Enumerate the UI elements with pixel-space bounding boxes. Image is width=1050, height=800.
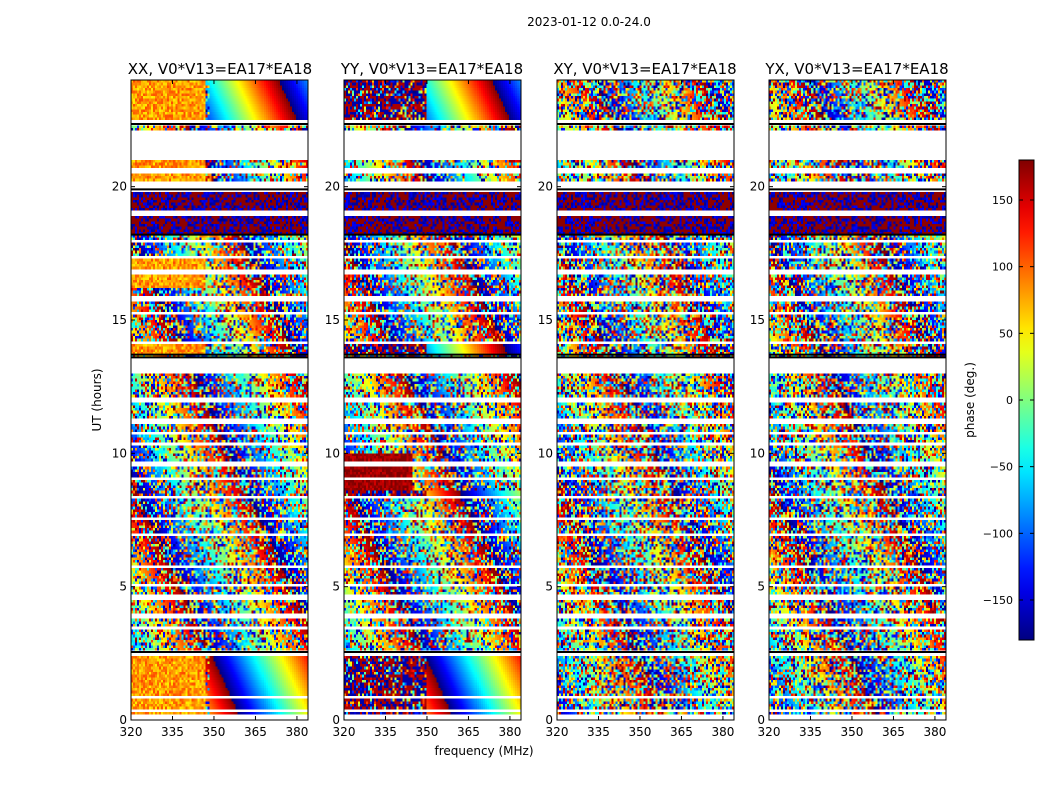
y-tick-label: 0 [119,713,127,727]
x-tick-label: 335 [374,725,397,739]
panel-title-xx: XX, V0*V13=EA17*EA18 [128,60,312,78]
colorbar-tick-label: −50 [990,461,1013,474]
panel-xy: XY, V0*V13=EA17*EA18 320 335 350 365 380 0 5 10… [538,60,737,739]
colorbar-tick-label: 50 [999,327,1013,340]
x-tick-label: 320 [546,725,569,739]
colorbar-tick-label: −150 [983,594,1013,607]
heatmap-yx [769,80,946,720]
y-tick-label: 0 [332,713,340,727]
panel-title-xy: XY, V0*V13=EA17*EA18 [553,60,736,78]
y-tick-label: 0 [757,713,765,727]
x-tick-label: 380 [285,725,308,739]
panel-frame [768,79,947,721]
y-tick-label: 15 [538,313,553,327]
y-tick-label: 15 [112,313,127,327]
colorbar-tick-label: 150 [992,194,1013,207]
panel-title-yy: YY, V0*V13=EA17*EA18 [340,60,523,78]
heatmap-yy [344,80,521,720]
heatmap-xy [557,80,734,720]
y-tick-label: 5 [332,580,340,594]
y-tick-label: 20 [325,180,340,194]
y-tick-label: 10 [112,446,127,460]
colorbar-tick-label: 100 [992,261,1013,274]
x-tick-label: 320 [120,725,143,739]
y-tick-label: 5 [119,580,127,594]
y-tick-label: 20 [112,180,127,194]
panel-yx: YX, V0*V13=EA17*EA18 320 335 350 365 380 0 5 10… [750,60,949,739]
y-tick-label: 10 [538,446,553,460]
y-tick-label: 10 [325,446,340,460]
colorbar: −150 −100 −50 0 50 100 150 [983,159,1035,641]
x-tick-label: 335 [799,725,822,739]
x-tick-label: 365 [457,725,480,739]
y-tick-label: 5 [545,580,553,594]
panel-frame [130,79,309,721]
y-tick-label: 15 [325,313,340,327]
x-axis-label: frequency (MHz) [434,744,533,758]
y-tick-label: 20 [750,180,765,194]
x-tick-label: 320 [758,725,781,739]
panel-xx: XX, V0*V13=EA17*EA18 320 335 350 365 380 0 5 10… [112,60,313,739]
x-tick-label: 380 [498,725,521,739]
x-tick-label: 335 [587,725,610,739]
figure-suptitle: 2023-01-12 0.0-24.0 [527,15,651,29]
x-tick-label: 335 [161,725,184,739]
y-tick-label: 0 [545,713,553,727]
colorbar-tick-label: −100 [983,527,1013,540]
x-tick-label: 350 [416,725,439,739]
panel-yy: YY, V0*V13=EA17*EA18 320 335 350 365 380 0 5 10… [325,60,523,739]
x-tick-label: 350 [629,725,652,739]
colorbar-tick-label: 0 [1006,394,1013,407]
colorbar-label: phase (deg.) [963,362,977,438]
y-tick-label: 5 [757,580,765,594]
y-tick-label: 20 [538,180,553,194]
x-tick-label: 365 [670,725,693,739]
x-tick-label: 365 [882,725,905,739]
x-tick-label: 350 [841,725,864,739]
panel-frame [556,79,735,721]
panel-frame [343,79,522,721]
panel-title-yx: YX, V0*V13=EA17*EA18 [764,60,948,78]
y-tick-label: 10 [750,446,765,460]
x-tick-label: 320 [333,725,356,739]
heatmap-xx [131,80,308,720]
y-tick-label: 15 [750,313,765,327]
x-tick-label: 380 [711,725,734,739]
x-tick-label: 365 [244,725,267,739]
x-tick-label: 380 [923,725,946,739]
y-axis-label: UT (hours) [90,368,104,431]
x-tick-label: 350 [203,725,226,739]
